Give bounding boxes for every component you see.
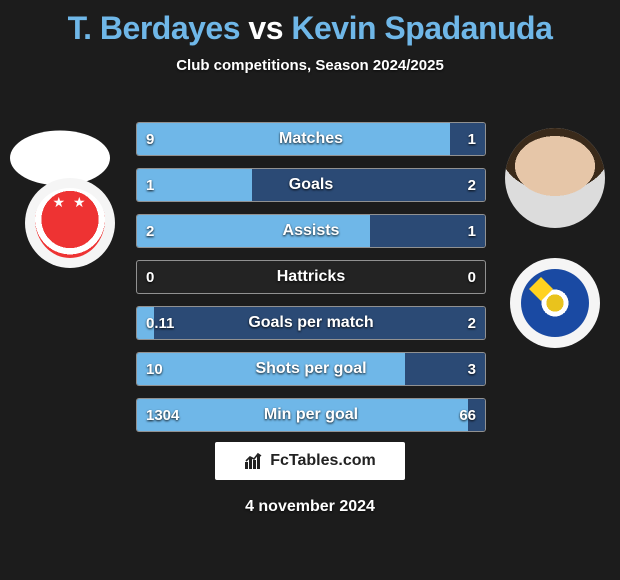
stat-bar-track [136,260,486,294]
player1-club-logo [25,178,115,268]
stat-bar-right [252,169,485,201]
stat-bar-track [136,122,486,156]
stat-bar-left [137,123,450,155]
stat-bar-right [154,307,485,339]
stat-bar-track [136,352,486,386]
stat-bar-track [136,306,486,340]
stat-row: 130466Min per goal [136,398,486,432]
stat-row: 12Goals [136,168,486,202]
stat-row: 91Matches [136,122,486,156]
stat-value-left: 9 [136,122,164,156]
stat-bar-left [137,353,405,385]
stat-value-right: 3 [458,352,486,386]
stat-value-left: 1304 [136,398,189,432]
stat-value-left: 0.11 [136,306,184,340]
stat-value-right: 1 [458,214,486,248]
stat-value-right: 66 [449,398,486,432]
stat-row: 103Shots per goal [136,352,486,386]
stat-value-right: 2 [458,168,486,202]
generation-date: 4 november 2024 [0,498,620,516]
branding-text: FcTables.com [270,452,376,470]
player2-club-logo [510,258,600,348]
stat-value-left: 10 [136,352,173,386]
stat-bar-track [136,214,486,248]
player2-name: Kevin Spadanuda [291,10,552,46]
player1-avatar [10,131,110,186]
season-subtitle: Club competitions, Season 2024/2025 [0,57,620,74]
stat-row: 21Assists [136,214,486,248]
player2-avatar [505,128,605,228]
player1-name: T. Berdayes [68,10,240,46]
stat-value-left: 0 [136,260,164,294]
stat-row: 00Hattricks [136,260,486,294]
comparison-title: T. Berdayes vs Kevin Spadanuda [0,0,620,47]
branding-badge: FcTables.com [215,442,405,480]
stat-value-left: 1 [136,168,164,202]
stat-value-right: 2 [458,306,486,340]
vs-label: vs [248,10,283,46]
stat-row: 0.112Goals per match [136,306,486,340]
stat-value-right: 0 [458,260,486,294]
stat-bar-left [137,215,370,247]
stat-value-left: 2 [136,214,164,248]
stats-panel: 91Matches12Goals21Assists00Hattricks0.11… [136,122,486,444]
stat-bar-track [136,168,486,202]
stat-value-right: 1 [458,122,486,156]
branding-icon [244,452,264,470]
